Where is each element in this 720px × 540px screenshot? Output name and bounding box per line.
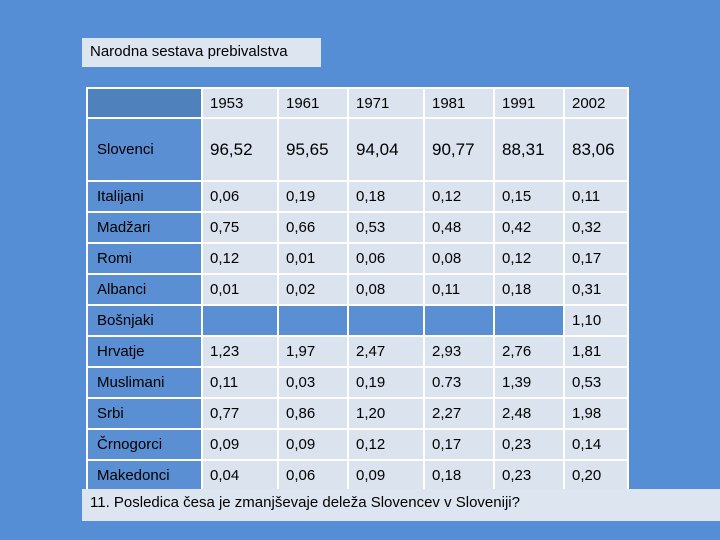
table-cell: 0,18: [493, 273, 565, 306]
table-cell: 0,32: [563, 211, 629, 244]
table-cell: 0,15: [493, 180, 565, 213]
table-cell: 90,77: [423, 117, 495, 182]
table-row: Albanci 0,01 0,02 0,08 0,11 0,18 0,31: [86, 273, 629, 306]
table-cell: 95,65: [277, 117, 349, 182]
row-label: Italijani: [86, 180, 203, 213]
table-cell: 0,09: [201, 428, 279, 461]
table-cell: 0,53: [563, 366, 629, 399]
table-cell: 88,31: [493, 117, 565, 182]
table-cell: 0,12: [201, 242, 279, 275]
table-cell: 0,11: [423, 273, 495, 306]
table-row: Muslimani 0,11 0,03 0,19 0.73 1,39 0,53: [86, 366, 629, 399]
table-cell: 1,20: [347, 397, 425, 430]
table-cell: 1,39: [493, 366, 565, 399]
table-cell: 0,42: [493, 211, 565, 244]
table-cell: 0,19: [347, 366, 425, 399]
row-label: Črnogorci: [86, 428, 203, 461]
table-cell: 1,10: [563, 304, 629, 337]
table-cell: 0,09: [277, 428, 349, 461]
table-cell: [277, 304, 349, 337]
table-cell: 0,14: [563, 428, 629, 461]
table-cell: 2,93: [423, 335, 495, 368]
table-row: Makedonci 0,04 0,06 0,09 0,18 0,23 0,20: [86, 459, 629, 492]
table-row: Hrvatje 1,23 1,97 2,47 2,93 2,76 1,81: [86, 335, 629, 368]
table-cell: [347, 304, 425, 337]
table-row: Bošnjaki 1,10: [86, 304, 629, 337]
table-header-row: 1953 1961 1971 1981 1991 2002: [86, 87, 629, 119]
question-box: 11. Posledica česa je zmanjševaje deleža…: [82, 489, 720, 521]
table-cell: 0,03: [277, 366, 349, 399]
table-cell: 0,75: [201, 211, 279, 244]
year-header: 1981: [423, 87, 495, 119]
table-row: Srbi 0,77 0,86 1,20 2,27 2,48 1,98: [86, 397, 629, 430]
table-cell: 1,97: [277, 335, 349, 368]
table-row: Črnogorci 0,09 0,09 0,12 0,17 0,23 0,14: [86, 428, 629, 461]
table-cell: 0,11: [563, 180, 629, 213]
row-label: Hrvatje: [86, 335, 203, 368]
row-label: Romi: [86, 242, 203, 275]
population-table: 1953 1961 1971 1981 1991 2002 Slovenci 9…: [86, 87, 629, 492]
table-cell: 0,04: [201, 459, 279, 492]
row-label: Madžari: [86, 211, 203, 244]
year-header: 1953: [201, 87, 279, 119]
row-label: Srbi: [86, 397, 203, 430]
slide-title: Narodna sestava prebivalstva: [82, 38, 321, 67]
table-cell: 0.73: [423, 366, 495, 399]
table-row: Romi 0,12 0,01 0,06 0,08 0,12 0,17: [86, 242, 629, 275]
table-cell: 0,12: [423, 180, 495, 213]
row-label: Muslimani: [86, 366, 203, 399]
table-cell: 0,18: [423, 459, 495, 492]
table-row: Italijani 0,06 0,19 0,18 0,12 0,15 0,11: [86, 180, 629, 213]
table-cell: 0,12: [493, 242, 565, 275]
table-cell: 0,48: [423, 211, 495, 244]
table-cell: 0,17: [423, 428, 495, 461]
table-cell: [493, 304, 565, 337]
table-cell: 1,23: [201, 335, 279, 368]
table-cell: 2,27: [423, 397, 495, 430]
table-cell: 1,81: [563, 335, 629, 368]
table-cell: 0,08: [347, 273, 425, 306]
table-cell: 0,06: [347, 242, 425, 275]
year-header: 2002: [563, 87, 629, 119]
table-cell: 0,18: [347, 180, 425, 213]
table-row: Madžari 0,75 0,66 0,53 0,48 0,42 0,32: [86, 211, 629, 244]
table-cell: 0,20: [563, 459, 629, 492]
row-label: Bošnjaki: [86, 304, 203, 337]
table-cell: 0,86: [277, 397, 349, 430]
table-cell: 0,01: [201, 273, 279, 306]
table-cell: 0,06: [201, 180, 279, 213]
table-cell: 0,23: [493, 459, 565, 492]
table-cell: 0,66: [277, 211, 349, 244]
table-cell: 94,04: [347, 117, 425, 182]
table-cell: 96,52: [201, 117, 279, 182]
row-label: Makedonci: [86, 459, 203, 492]
table-cell: 0,19: [277, 180, 349, 213]
table-cell: 0,08: [423, 242, 495, 275]
table-cell: [201, 304, 279, 337]
header-corner-cell: [86, 87, 203, 119]
table-cell: 0,23: [493, 428, 565, 461]
year-header: 1971: [347, 87, 425, 119]
table-cell: 0,53: [347, 211, 425, 244]
table-cell: 0,11: [201, 366, 279, 399]
table-row: Slovenci 96,52 95,65 94,04 90,77 88,31 8…: [86, 117, 629, 182]
table-cell: 0,17: [563, 242, 629, 275]
table-cell: 0,02: [277, 273, 349, 306]
year-header: 1961: [277, 87, 349, 119]
table-cell: 0,77: [201, 397, 279, 430]
table-cell: 1,98: [563, 397, 629, 430]
row-label: Slovenci: [86, 117, 203, 182]
table-cell: 0,01: [277, 242, 349, 275]
table-cell: 2,76: [493, 335, 565, 368]
table-cell: 0,09: [347, 459, 425, 492]
row-label: Albanci: [86, 273, 203, 306]
table-cell: 2,47: [347, 335, 425, 368]
table-cell: [423, 304, 495, 337]
table-cell: 0,06: [277, 459, 349, 492]
table-cell: 0,12: [347, 428, 425, 461]
table-cell: 0,31: [563, 273, 629, 306]
table-cell: 2,48: [493, 397, 565, 430]
year-header: 1991: [493, 87, 565, 119]
table-cell: 83,06: [563, 117, 629, 182]
